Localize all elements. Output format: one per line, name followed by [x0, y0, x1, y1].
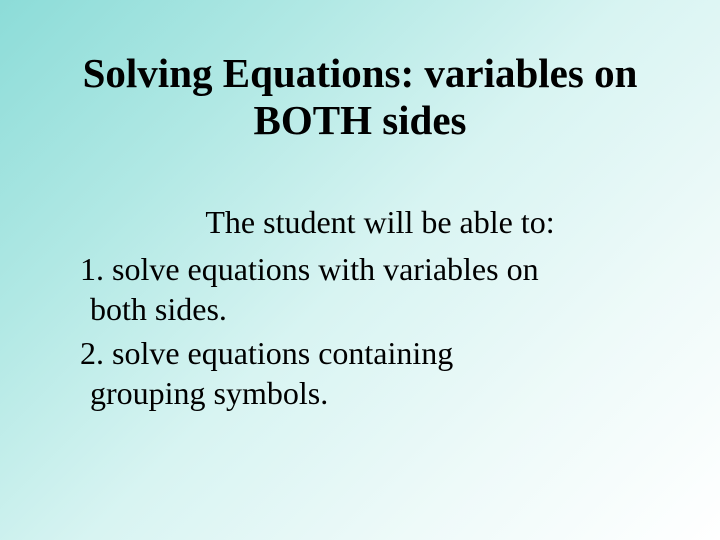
slide-title: Solving Equations: variables on BOTH sid… [60, 50, 660, 144]
objective-text-cont: grouping symbols. [80, 375, 328, 411]
objective-text: solve equations with variables on [112, 251, 539, 287]
slide-container: Solving Equations: variables on BOTH sid… [0, 0, 720, 540]
objective-number: 1. [80, 251, 104, 287]
objective-text: solve equations containing [112, 335, 453, 371]
objectives-list: 1. solve equations with variables on bot… [60, 249, 660, 413]
objective-text-cont: both sides. [80, 291, 227, 327]
objective-item: 2. solve equations containing grouping s… [80, 333, 660, 413]
objective-item: 1. solve equations with variables on bot… [80, 249, 660, 329]
slide-subtitle: The student will be able to: [60, 204, 660, 241]
objective-number: 2. [80, 335, 104, 371]
